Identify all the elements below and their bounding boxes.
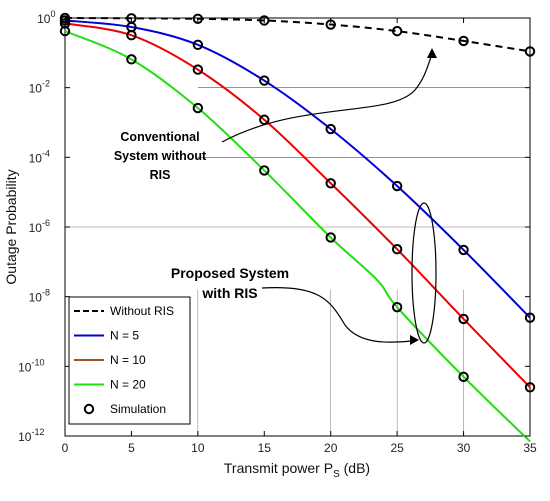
simulation-marker [192, 102, 204, 114]
x-tick-label: 10 [191, 441, 205, 455]
simulation-marker [259, 114, 270, 125]
legend-label: Without RIS [110, 304, 174, 318]
x-tick-label: 25 [390, 441, 404, 455]
series-line-without-ris [64, 17, 531, 53]
simulation-marker [391, 25, 403, 37]
annotation-conventional-arrowhead [427, 48, 437, 58]
simulation-marker [192, 64, 204, 75]
x-axis-title: Transmit power PS (dB) [224, 460, 370, 480]
annotation-conventional-line-1: Conventional [120, 130, 199, 144]
legend-label: N = 5 [110, 329, 139, 343]
grid-lines [65, 87, 530, 436]
annotation-proposed: Proposed System with RIS [171, 202, 437, 345]
legend-label: N = 10 [110, 353, 146, 367]
simulation-marker [458, 244, 469, 256]
simulation-marker [524, 382, 536, 393]
simulation-marker [458, 371, 469, 383]
simulation-marker [126, 54, 137, 65]
annotation-conventional-arrow [221, 53, 433, 143]
simulation-marker [391, 244, 403, 255]
simulation-marker [259, 165, 270, 176]
x-tick-label: 0 [62, 441, 69, 455]
legend-label: N = 20 [110, 378, 146, 392]
x-tick-label: 35 [523, 441, 537, 455]
y-tick-label: 10-12 [18, 427, 44, 444]
simulation-marker [524, 312, 536, 323]
y-tick-label: 100 [37, 9, 55, 26]
simulation-marker [59, 25, 71, 37]
simulation-marker [391, 301, 403, 313]
annotation-proposed-line-2: with RIS [201, 285, 257, 301]
annotation-proposed-ellipse [411, 202, 437, 344]
annotation-proposed-arrowhead [410, 335, 419, 345]
simulation-marker [259, 15, 270, 26]
simulation-marker [325, 232, 336, 243]
x-tick-label: 15 [258, 441, 272, 455]
x-axis-ticks: 0 5 10 15 20 25 30 35 [62, 18, 537, 455]
legend-swatch-marker [83, 403, 95, 415]
series-line-n-10 [64, 22, 531, 389]
simulation-marker [391, 180, 403, 192]
y-tick-label: 10-4 [29, 148, 50, 165]
legend: Without RIS N = 5 N = 10 N = 20 Simulation [68, 296, 191, 425]
y-tick-label: 10-6 [29, 218, 50, 235]
annotation-conventional-line-3: RIS [150, 168, 171, 182]
annotation-proposed-arrow [261, 287, 413, 343]
simulation-marker [259, 75, 270, 86]
y-tick-label: 10-2 [29, 79, 50, 96]
simulation-marker [126, 30, 137, 41]
x-tick-label: 5 [128, 441, 135, 455]
annotation-conventional-line-2: System without [114, 149, 207, 163]
legend-label: Simulation [110, 402, 166, 416]
simulation-marker [325, 123, 336, 135]
y-axis-title: Outage Probability [3, 169, 19, 284]
y-tick-label: 10-10 [18, 357, 44, 374]
y-axis-ticks: 100 10-2 10-4 10-6 10-8 10-10 10-12 [18, 9, 530, 444]
simulation-marker [192, 39, 204, 51]
y-tick-label: 10-8 [29, 288, 50, 305]
simulation-marker [524, 46, 536, 57]
annotation-proposed-line-1: Proposed System [171, 265, 289, 281]
x-tick-label: 30 [457, 441, 471, 455]
simulation-marker [325, 178, 336, 189]
annotation-conventional: Conventional System without RIS [114, 48, 437, 182]
x-tick-label: 20 [324, 441, 338, 455]
simulation-marker [458, 313, 469, 325]
simulation-marker [458, 35, 469, 47]
